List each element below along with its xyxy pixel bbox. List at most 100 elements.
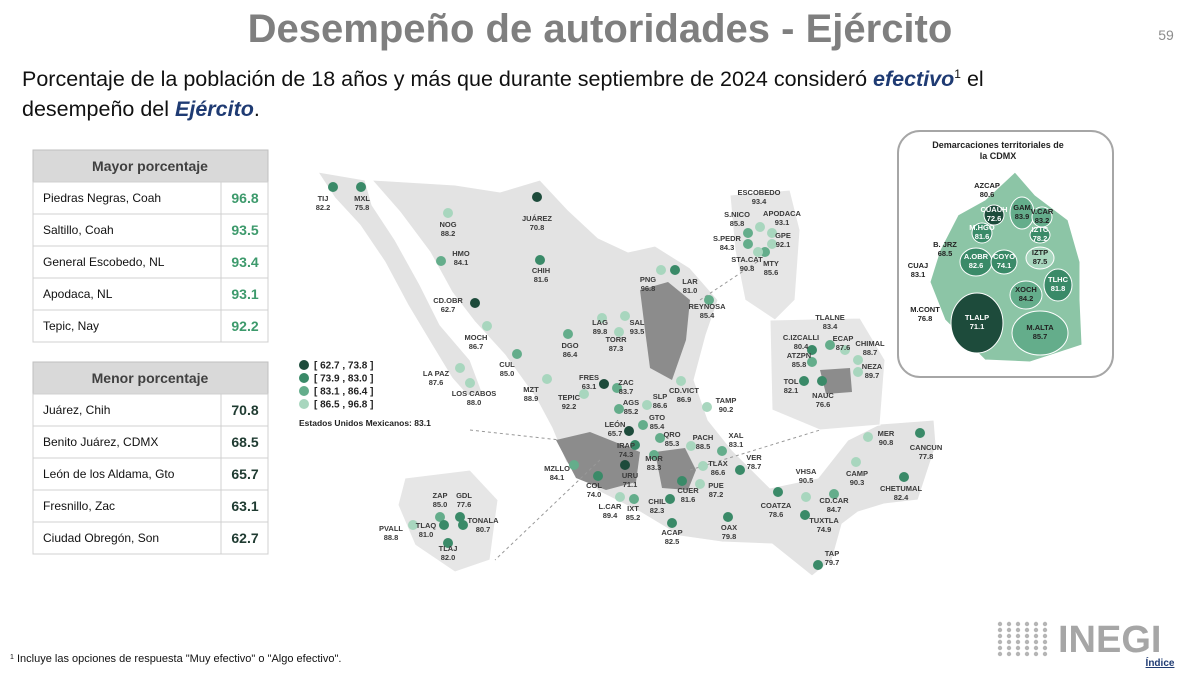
delegation-name: B. JRZ	[933, 240, 957, 249]
city-dot	[686, 441, 696, 451]
city-dot	[743, 228, 753, 238]
city-dot	[767, 228, 777, 238]
logo-dot	[1006, 621, 1012, 627]
city-name: ACAP	[661, 528, 682, 537]
delegation-name: XOCH	[1015, 285, 1037, 294]
city-dot	[614, 327, 624, 337]
city-name: S.NICO	[724, 210, 750, 219]
city-value: 89.7	[865, 371, 880, 380]
city-dot	[899, 472, 909, 482]
city-value: 82.4	[894, 493, 909, 502]
city-dot	[723, 512, 733, 522]
delegation-value: 68.5	[938, 249, 953, 258]
city-dot	[563, 329, 573, 339]
value-cell: 93.1	[231, 286, 258, 302]
city-dot	[807, 357, 817, 367]
subtitle-text: desempeño del	[22, 97, 175, 121]
city-name: CD.CAR	[819, 496, 849, 505]
city-value: 84.7	[827, 505, 842, 514]
city-name: VHSA	[796, 467, 817, 476]
logo-dot	[1042, 621, 1048, 627]
table-title: Mayor porcentaje	[92, 158, 208, 174]
city-dot	[458, 520, 468, 530]
city-name: GPE	[775, 231, 791, 240]
delegation-name: A.OBR	[964, 252, 989, 261]
city-value: 88.9	[524, 394, 539, 403]
city-value: 85.8	[792, 360, 807, 369]
logo: INEGI	[1058, 619, 1161, 661]
city-value: 84.1	[454, 258, 469, 267]
delegation-name: TLHC	[1048, 275, 1069, 284]
city-name: XAL	[729, 431, 744, 440]
city-dot	[614, 404, 624, 414]
highlighted-state	[640, 282, 690, 380]
city-name: STA.CAT	[731, 255, 763, 264]
city-name: PNG	[640, 275, 656, 284]
logo-dot	[1042, 645, 1048, 651]
city-dot	[443, 208, 453, 218]
value-cell: 93.5	[231, 222, 258, 238]
value-cell: 65.7	[231, 466, 258, 482]
logo-dot	[1006, 639, 1012, 645]
city-value: 71.1	[623, 480, 638, 489]
logo-dot	[1006, 627, 1012, 633]
city-dot	[597, 313, 607, 323]
city-dot	[863, 432, 873, 442]
table-row	[32, 393, 269, 427]
city-dot	[579, 389, 589, 399]
city-name: SLP	[653, 392, 668, 401]
delegation-name: M.CONT	[910, 305, 940, 314]
city-value: 90.5	[799, 476, 814, 485]
legend: [ 62.7 , 73.8 ] [ 73.9 , 83.0 ] [ 83.1 , 8…	[299, 360, 431, 428]
logo-dot	[1033, 633, 1039, 639]
city-dot	[853, 355, 863, 365]
city-dot	[677, 476, 687, 486]
city-dot	[829, 489, 839, 499]
city-name: TAP	[825, 549, 839, 558]
legend-label: [ 73.9 , 83.0 ]	[314, 374, 373, 385]
city-dot	[840, 345, 850, 355]
city-dot	[624, 426, 634, 436]
logo-dot	[997, 627, 1003, 633]
table-header	[32, 149, 269, 183]
logo-dot	[1024, 639, 1030, 645]
delegation-value: 76.8	[918, 314, 933, 323]
city-dot	[813, 560, 823, 570]
delegation-name: COYO	[993, 252, 1015, 261]
city-name: TLALNE	[815, 313, 845, 322]
city-dot	[455, 512, 465, 522]
city-value: 87.6	[836, 343, 851, 352]
delegation-value: 87.5	[1033, 257, 1048, 266]
logo-dot	[1015, 621, 1021, 627]
city-name: SAL	[630, 318, 645, 327]
city-name: ATZPN	[787, 351, 811, 360]
city-name: APODACA	[763, 209, 802, 218]
city-cell: Juárez, Chih	[43, 403, 110, 417]
city-name: MER	[878, 429, 895, 438]
value-cell: 68.5	[231, 434, 258, 450]
city-dot	[532, 192, 542, 202]
city-value: 86.7	[469, 342, 484, 351]
delegation-name: CUAJ	[908, 261, 928, 270]
page-number: 59	[1158, 27, 1174, 43]
city-cell: Tepic, Nay	[43, 319, 99, 333]
logo-dot	[997, 651, 1003, 657]
city-dot	[439, 520, 449, 530]
city-dot	[698, 461, 708, 471]
city-value: 85.4	[700, 311, 715, 320]
city-dot	[702, 402, 712, 412]
table-row	[32, 277, 269, 311]
index-link[interactable]: Índice	[1146, 656, 1175, 669]
delegation-value: 83.1	[911, 270, 926, 279]
city-name: REYNOSA	[688, 302, 726, 311]
delegation-value: 84.2	[1019, 294, 1034, 303]
city-dot	[665, 494, 675, 504]
logo-dot	[1006, 651, 1012, 657]
city-value: 74.3	[619, 450, 634, 459]
cdmx-delegations: AZCAP80.6GAM83.9CUAUH72.6V.CAR83.2M.HGO8…	[908, 181, 1073, 356]
logo-dot	[1042, 651, 1048, 657]
city-value: 65.7	[608, 429, 623, 438]
city-name: URU	[622, 471, 638, 480]
city-name: MTY	[763, 259, 779, 268]
city-name: TLAJ	[439, 544, 458, 553]
